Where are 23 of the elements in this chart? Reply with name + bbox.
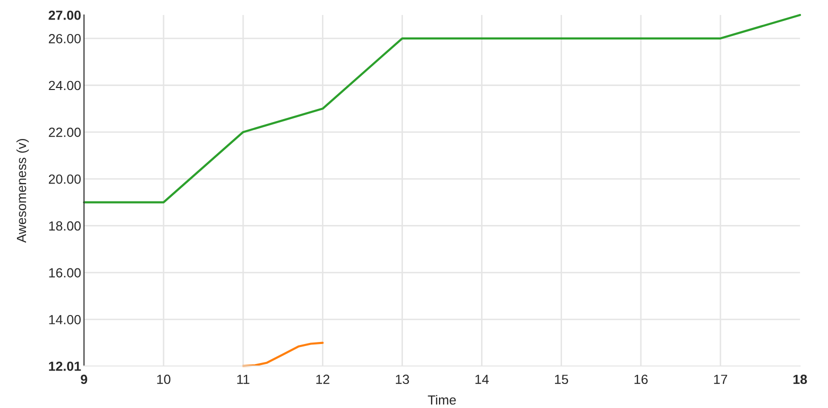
x-tick-label: 17 <box>714 374 728 384</box>
x-tick-label: 9 <box>80 374 88 384</box>
x-tick-label: 15 <box>555 374 568 384</box>
y-tick-label: 27.00 <box>48 10 81 20</box>
x-axis-title: Time <box>428 394 456 405</box>
y-tick-label: 12.01 <box>49 362 81 371</box>
x-tick-label: 12 <box>316 374 330 384</box>
x-tick-label: 13 <box>396 374 409 384</box>
y-axis-title: Awesomeness (v) <box>16 139 29 243</box>
line-series <box>82 14 802 204</box>
y-tick-label: 20.00 <box>48 174 81 184</box>
y-tick-label: 26.00 <box>48 34 81 44</box>
x-tick-label: 16 <box>634 374 648 384</box>
x-tick-label: 11 <box>237 374 250 384</box>
x-tick-label: 18 <box>793 374 807 384</box>
x-tick-label: 14 <box>475 374 489 384</box>
y-tick-label: 22.00 <box>48 128 81 137</box>
y-tick-label: 14.00 <box>49 314 81 324</box>
y-tick-label: 18.00 <box>49 221 81 231</box>
line-series <box>242 342 324 368</box>
x-tick-label: 10 <box>157 374 170 384</box>
y-tick-label: 16.00 <box>49 268 81 278</box>
y-tick-label: 24.00 <box>48 80 81 90</box>
